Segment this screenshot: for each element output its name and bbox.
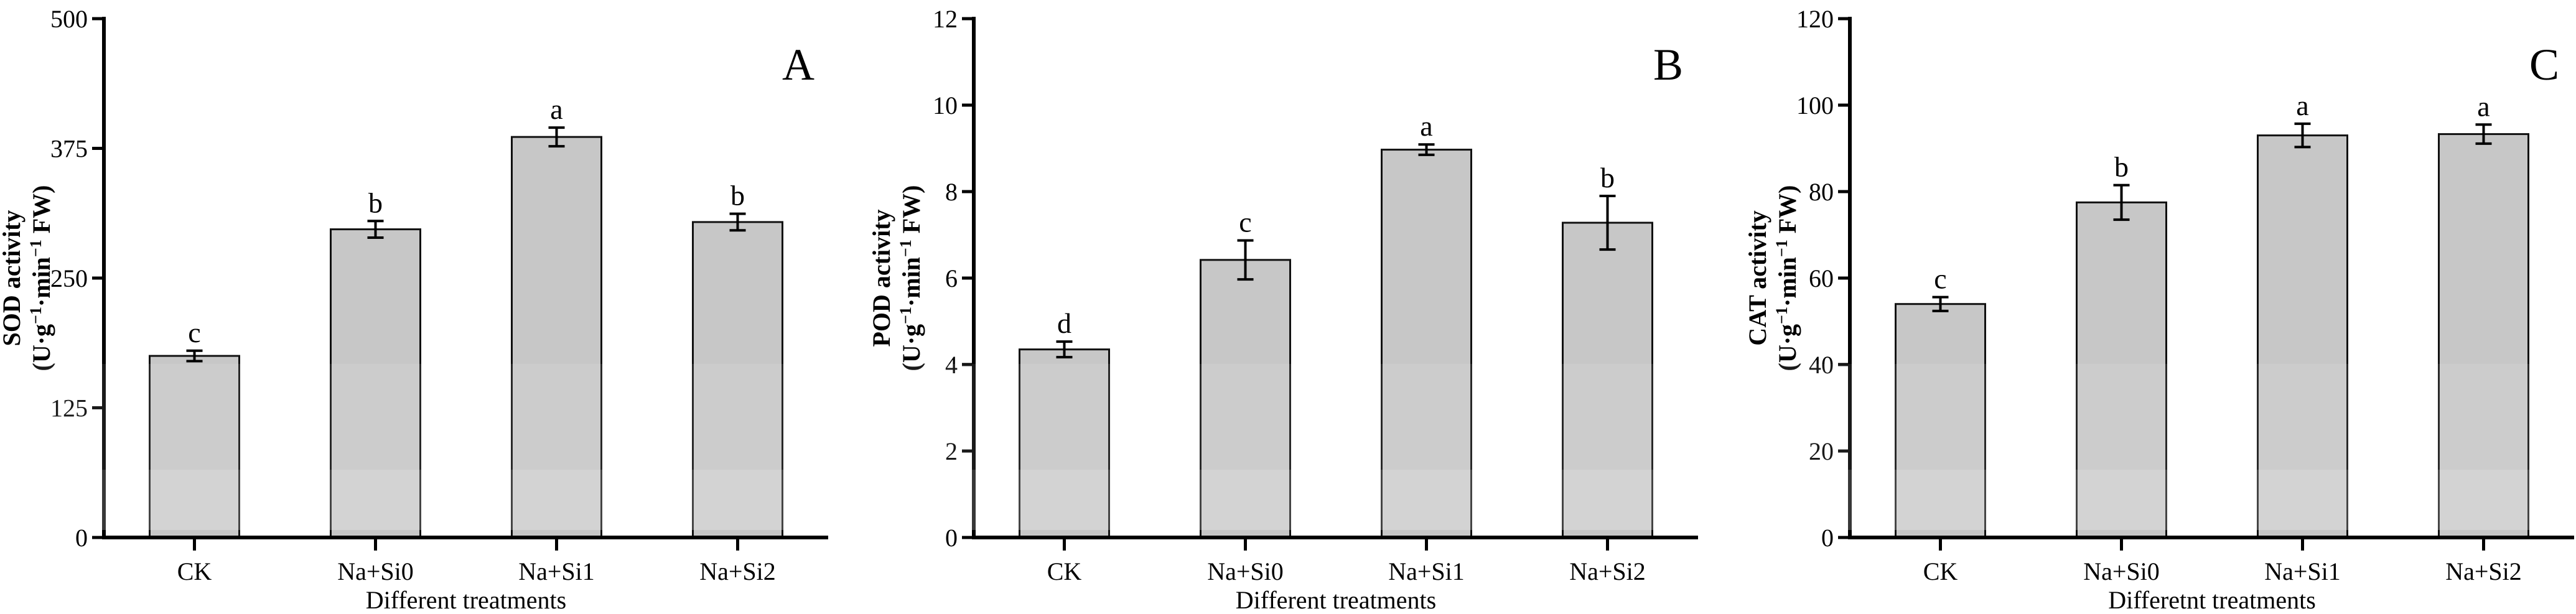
x-tick-label-Na+Si1: Na+Si1: [1388, 557, 1465, 585]
x-tick-label-CK: CK: [1047, 557, 1082, 585]
significance-letter-CK: c: [188, 317, 200, 348]
y-axis-title-line2: (U·g−1·min−1 FW): [897, 185, 925, 371]
bar-CK: [1895, 303, 1986, 539]
bar-Na+Si0: [2076, 201, 2167, 539]
x-axis-title: Different treatments: [366, 586, 566, 614]
y-tick-label-60: 60: [1809, 264, 1834, 292]
panel-B: d CK c Na+Si0 a Na+Si1 b Na+Si2 0 2 4 6 8 10 12 POD act…: [859, 0, 1717, 614]
significance-letter-CK: d: [1057, 307, 1071, 339]
bar-Na+Si0: [1200, 259, 1291, 539]
significance-letter-Na+Si0: b: [2114, 151, 2129, 183]
bar-Na+Si2: [2438, 133, 2529, 539]
y-axis-title-line1: CAT activity: [1743, 210, 1771, 345]
x-tick-label-CK: CK: [177, 557, 212, 585]
y-tick-label-375: 375: [50, 135, 88, 163]
significance-letter-Na+Si1: a: [1420, 110, 1432, 142]
x-tick-label-Na+Si1: Na+Si1: [2264, 557, 2341, 585]
y-tick-label-40: 40: [1809, 351, 1834, 379]
y-tick-label-125: 125: [50, 394, 88, 422]
y-axis-title-line1: SOD activity: [0, 210, 26, 347]
x-tick-label-Na+Si2: Na+Si2: [1569, 557, 1646, 585]
panel-A: c CK b Na+Si0 a Na+Si1 b Na+Si2 0 125 250 375 500 SOD…: [0, 0, 859, 614]
y-tick-label-20: 20: [1809, 437, 1834, 465]
bar-Na+Si1: [511, 136, 602, 539]
y-tick-label-4: 4: [945, 351, 958, 379]
y-tick-label-8: 8: [945, 178, 958, 206]
y-axis-title-line2: (U·g−1·min−1 FW): [1773, 185, 1801, 371]
significance-letter-CK: c: [1934, 263, 1946, 295]
x-axis-title: Differetnt treatments: [2108, 586, 2316, 614]
panel-letter-B: B: [1653, 40, 1683, 90]
significance-letter-Na+Si0: b: [368, 187, 383, 218]
y-tick-label-0: 0: [1821, 524, 1834, 552]
bar-CK: [149, 355, 240, 539]
y-tick-label-0: 0: [75, 524, 88, 552]
x-tick-label-Na+Si2: Na+Si2: [699, 557, 776, 585]
panel-C: c CK b Na+Si0 a Na+Si1 a Na+Si2 0 20 40 60 80 100 120 C…: [1717, 0, 2576, 614]
x-tick-label-Na+Si0: Na+Si0: [2083, 557, 2160, 585]
chart-panel-B: d CK c Na+Si0 a Na+Si1 b Na+Si2 0 2 4 6 8 10 12 POD act…: [867, 5, 1698, 614]
x-tick-label-Na+Si0: Na+Si0: [1207, 557, 1284, 585]
panel-letter-C: C: [2529, 40, 2559, 90]
chart-panel-C: c CK b Na+Si0 a Na+Si1 a Na+Si2 0 20 40 60 80 100 120 C…: [1743, 5, 2574, 614]
y-tick-label-120: 120: [1796, 5, 1834, 33]
bar-Na+Si2: [692, 221, 783, 539]
x-tick-label-CK: CK: [1923, 557, 1958, 585]
y-axis-title-line2: (U·g−1·min−1 FW): [27, 185, 55, 371]
y-tick-label-6: 6: [945, 264, 958, 292]
y-tick-label-0: 0: [945, 524, 958, 552]
panel-letter-A: A: [782, 40, 814, 90]
bar-CK: [1019, 348, 1110, 539]
y-tick-label-100: 100: [1796, 91, 1834, 119]
bar-Na+Si1: [2257, 134, 2348, 539]
y-tick-label-2: 2: [945, 437, 958, 465]
significance-letter-Na+Si1: a: [2296, 90, 2308, 121]
y-tick-label-12: 12: [933, 5, 958, 33]
y-axis-title-line1: POD activity: [867, 209, 895, 347]
x-tick-label-Na+Si2: Na+Si2: [2445, 557, 2522, 585]
bar-Na+Si0: [330, 228, 421, 539]
y-tick-label-250: 250: [50, 264, 88, 292]
bar-Na+Si2: [1562, 221, 1653, 539]
chart-panel-A: c CK b Na+Si0 a Na+Si1 b Na+Si2 0 125 250 375 500 SOD…: [0, 5, 828, 614]
y-tick-label-500: 500: [50, 5, 88, 33]
bar-Na+Si1: [1381, 149, 1472, 539]
significance-letter-Na+Si2: b: [730, 180, 745, 212]
significance-letter-Na+Si1: a: [550, 93, 562, 125]
x-axis-title: Different treatments: [1236, 586, 1436, 614]
x-tick-label-Na+Si0: Na+Si0: [337, 557, 414, 585]
significance-letter-Na+Si2: a: [2477, 90, 2490, 122]
significance-letter-Na+Si0: c: [1239, 207, 1251, 238]
y-tick-label-10: 10: [933, 91, 958, 119]
x-tick-label-Na+Si1: Na+Si1: [518, 557, 595, 585]
y-tick-label-80: 80: [1809, 178, 1834, 206]
significance-letter-Na+Si2: b: [1600, 162, 1615, 193]
